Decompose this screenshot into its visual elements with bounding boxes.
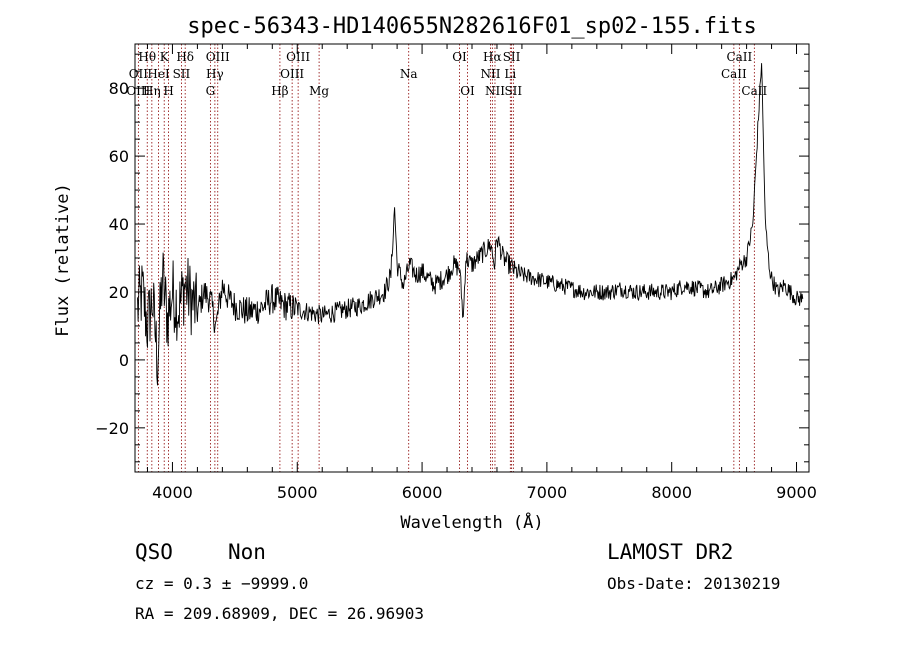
y-axis-label: Flux (relative) (53, 183, 73, 337)
y-tick-label: −20 (95, 419, 129, 438)
x-tick-label: 5000 (277, 483, 318, 502)
x-tick-label: 6000 (402, 483, 443, 502)
spectral-line-label: Na (400, 67, 418, 81)
y-tick-label: 80 (109, 79, 129, 98)
spectral-line-label: SII (503, 50, 521, 64)
spectral-line-label: OI (460, 84, 475, 98)
spectral-line-label: Hδ (176, 50, 194, 64)
spectral-line-label: Mg (309, 84, 329, 98)
spectral-line-label: OIII (206, 50, 230, 64)
spectral-line-label: G (206, 84, 216, 98)
x-tick-label: 8000 (651, 483, 692, 502)
chart-title: spec-56343-HD140655N282616F01_sp02-155.f… (187, 14, 757, 39)
x-tick-label: 7000 (527, 483, 568, 502)
spectral-line-label: Hη (143, 84, 161, 98)
spectral-line-label: Hγ (206, 67, 224, 81)
spectral-line-label: K (160, 50, 170, 64)
spectral-line-label: CaII (721, 67, 747, 81)
plot-frame (134, 43, 810, 473)
spectral-line-label: OII (129, 67, 149, 81)
x-axis-label: Wavelength (Å) (400, 511, 543, 533)
x-tick-label: 4000 (152, 483, 193, 502)
y-tick-label: 60 (109, 147, 129, 166)
obs-date-label: Obs-Date: 20130219 (607, 574, 780, 593)
spectral-line-label: SII (504, 84, 522, 98)
spectral-line-label: H (163, 84, 173, 98)
spectral-line-label: OI (452, 50, 467, 64)
spectral-line-label: OIII (280, 67, 304, 81)
x-axis: 4000 5000 6000 7000 8000 9000 (146, 44, 817, 502)
spectral-line-label: CaII (741, 84, 767, 98)
spectral-line-label: CaII (726, 50, 752, 64)
spectral-line-label: Hβ (271, 84, 288, 98)
spectral-line-label: Hθ (138, 50, 156, 64)
spectral-line-markers (137, 44, 755, 472)
spectral-line-label: NII (480, 67, 500, 81)
spectral-line-label: Li (504, 67, 516, 81)
redshift-label: cz = 0.3 ± −9999.0 (135, 574, 308, 593)
spectrum-line (137, 63, 804, 386)
spectral-line-label: NII (485, 84, 505, 98)
coordinates-label: RA = 209.68909, DEC = 26.96903 (135, 604, 424, 623)
survey-label: LAMOST DR2 (607, 540, 733, 564)
x-tick-label: 9000 (776, 483, 817, 502)
y-axis: −20 0 20 40 60 80 (95, 53, 809, 463)
spectral-line-label: Hα (483, 50, 502, 64)
y-tick-label: 40 (109, 215, 129, 234)
spectral-line-label: SII (173, 67, 191, 81)
y-tick-label: 0 (119, 351, 129, 370)
spectrum-series (137, 63, 804, 386)
spectral-line-label: OIII (286, 50, 310, 64)
spectral-line-label: HeI (147, 67, 170, 81)
y-tick-label: 20 (109, 283, 129, 302)
subclass-label: Non (228, 540, 266, 564)
spectral-line-label: OIII (126, 84, 150, 98)
class-label: QSO (135, 540, 173, 564)
